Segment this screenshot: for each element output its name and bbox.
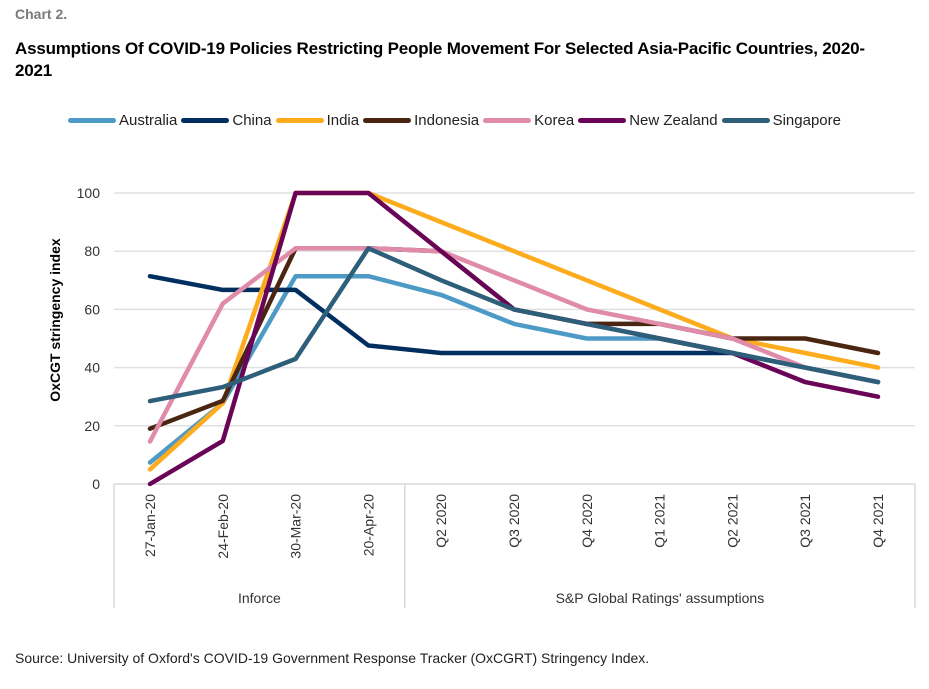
y-tick-label: 0	[92, 476, 100, 492]
x-tick-label: Q4 2021	[870, 494, 886, 548]
legend-swatch	[181, 118, 230, 123]
legend-label: Singapore	[772, 112, 841, 129]
y-axis-ticks: 0 20 40 60 80 100	[77, 185, 101, 492]
legend-label: New Zealand	[629, 112, 718, 129]
legend-item-new-zealand: New Zealand	[578, 112, 718, 129]
x-tick-label: 20-Apr-20	[360, 494, 376, 556]
y-tick-label: 80	[84, 243, 100, 259]
x-tick-label: 27-Jan-20	[142, 494, 158, 557]
legend-item-singapore: Singapore	[721, 112, 841, 129]
y-tick-label: 40	[84, 360, 100, 376]
legend-swatch	[483, 118, 532, 123]
chart-number-label: Chart 2.	[15, 6, 68, 22]
legend-item-india: India	[275, 112, 360, 129]
x-tick-label: Q2 2021	[724, 494, 740, 548]
x-group-label: S&P Global Ratings' assumptions	[556, 590, 765, 606]
legend-swatch	[68, 118, 116, 123]
legend-label: Korea	[534, 112, 575, 129]
legend-item-indonesia: Indonesia	[363, 112, 479, 129]
legend-label: Australia	[119, 112, 178, 129]
x-tick-label: 24-Feb-20	[215, 494, 231, 559]
legend-item-china: China	[181, 112, 272, 129]
legend-item-korea: Korea	[483, 112, 574, 129]
y-axis-label: OxCGT stringency index	[47, 238, 63, 402]
legend-swatch	[721, 118, 770, 123]
legend-label: Indonesia	[414, 112, 480, 129]
legend-swatch	[578, 118, 627, 123]
x-group-label: Inforce	[238, 590, 281, 606]
x-axis-groups: Inforce S&P Global Ratings' assumptions	[238, 484, 764, 608]
x-tick-label: Q2 2020	[433, 494, 449, 548]
legend: Australia China India Indonesia Korea New Zea…	[68, 112, 845, 129]
legend-swatch	[363, 118, 412, 123]
legend-swatch	[275, 118, 324, 123]
x-tick-label: 30-Mar-20	[288, 494, 304, 559]
axis-frame	[113, 483, 916, 608]
series-line-korea	[147, 246, 881, 444]
chart-title: Assumptions Of COVID-19 Policies Restric…	[15, 39, 865, 80]
y-tick-label: 100	[77, 185, 101, 201]
y-tick-label: 60	[84, 301, 100, 317]
x-tick-label: Q4 2020	[579, 494, 595, 548]
series-line-india	[147, 190, 881, 472]
series-line-singapore	[147, 246, 881, 404]
legend-label: China	[232, 112, 272, 129]
x-tick-label: Q3 2020	[506, 494, 522, 548]
x-tick-label: Q3 2021	[797, 494, 813, 548]
line-chart: 0 20 40 60 80 100 27-Jan-20 24-Feb-20 30-Mar-20…	[47, 185, 916, 608]
source-note: Source: University of Oxford's COVID-19 …	[15, 650, 650, 666]
legend-label: India	[326, 112, 360, 129]
x-tick-label: Q1 2021	[652, 494, 668, 548]
legend-item-australia: Australia	[68, 112, 177, 129]
y-tick-label: 20	[84, 418, 100, 434]
x-axis-ticks: 27-Jan-20 24-Feb-20 30-Mar-20 20-Apr-20 Q2 2…	[142, 494, 886, 559]
series-lines	[147, 190, 881, 487]
